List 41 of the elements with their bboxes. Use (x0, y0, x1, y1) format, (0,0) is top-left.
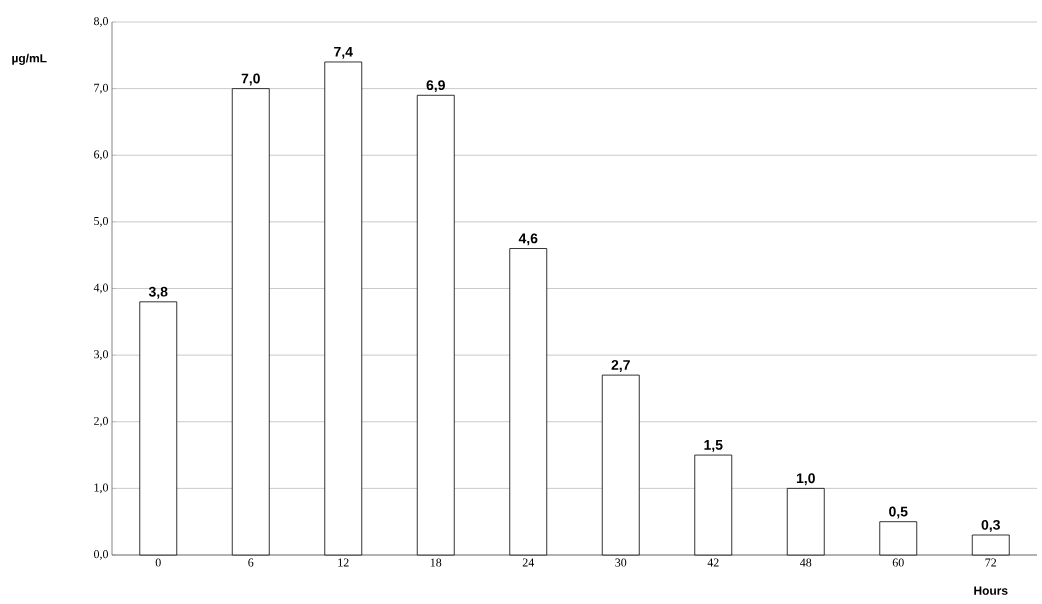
y-tick-label: 3,0 (94, 350, 109, 361)
bar (416, 94, 455, 556)
x-tick-label: 0 (155, 558, 161, 567)
bar (139, 301, 178, 556)
x-tick-label: 48 (800, 558, 812, 567)
data-label: 7,0 (241, 73, 260, 86)
x-tick-label: 42 (707, 558, 719, 567)
data-label: 1,0 (796, 473, 815, 486)
x-tick-label: 12 (338, 558, 349, 567)
data-label: 2,7 (611, 360, 630, 372)
x-axis-title: Hours (974, 586, 1008, 595)
data-label: 7,4 (334, 47, 353, 59)
y-tick-label: 5,0 (94, 216, 109, 227)
y-tick-label: 2,0 (94, 416, 109, 427)
bar (601, 374, 640, 556)
bar (324, 61, 363, 556)
y-axis-title: µg/mL (12, 53, 47, 65)
bar (231, 88, 270, 556)
x-tick-label: 18 (430, 558, 442, 567)
bar (509, 248, 548, 556)
y-tick-label: 6,0 (94, 150, 109, 161)
data-label: 0,3 (981, 519, 1000, 532)
x-tick-label: 6 (248, 558, 254, 567)
y-tick-label: 7,0 (94, 83, 109, 94)
data-label: 6,9 (426, 80, 445, 93)
data-label: 1,5 (704, 440, 723, 452)
x-tick-label: 60 (892, 558, 904, 567)
bar (786, 487, 825, 556)
bar (694, 454, 733, 556)
y-tick-label: 8,0 (93, 17, 109, 27)
y-tick-label: 1,0 (94, 483, 109, 494)
x-tick-label: 72 (985, 558, 997, 567)
data-label: 3,8 (148, 286, 168, 299)
bar (971, 534, 1010, 556)
x-tick-label: 24 (522, 558, 535, 567)
data-label: 4,6 (518, 233, 538, 246)
data-label: 0,5 (889, 506, 908, 519)
y-tick-label: 0,0 (93, 550, 109, 560)
bar (879, 521, 918, 556)
x-tick-label: 30 (615, 558, 627, 567)
y-tick-label: 4,0 (93, 283, 109, 294)
